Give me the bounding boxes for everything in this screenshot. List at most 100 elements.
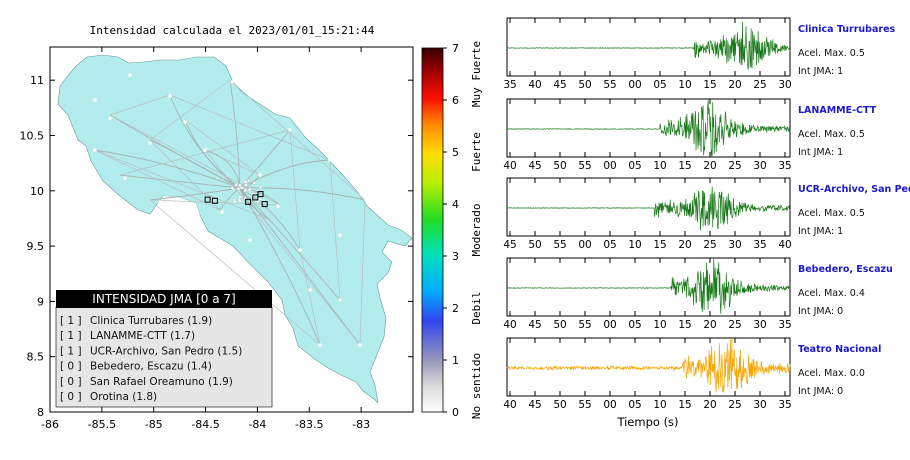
time-tick-label: 55 <box>603 79 616 91</box>
time-tick-label: 10 <box>678 79 691 91</box>
time-tick-label: 35 <box>778 319 791 331</box>
colorbar-strip <box>421 47 444 413</box>
trace-station-name: Clinica Turrubares <box>798 24 896 35</box>
x-tick-label: -85.5 <box>88 418 116 431</box>
town-dot <box>230 80 234 84</box>
colorbar-tick-label: 3 <box>452 250 459 263</box>
station-square <box>211 197 218 204</box>
time-tick-label: 15 <box>653 239 666 251</box>
time-tick-label: 55 <box>578 319 591 331</box>
costa-rica-land <box>57 54 413 404</box>
time-tick-label: 25 <box>703 239 716 251</box>
time-tick-label: 50 <box>528 239 541 251</box>
town-dot <box>288 128 292 132</box>
trace-station-name: LANAMME-CTT <box>798 105 877 116</box>
colorbar-word: No sentido <box>470 353 483 419</box>
town-dot <box>308 288 312 292</box>
road <box>239 187 361 346</box>
town-dot <box>364 198 368 202</box>
station-square <box>245 198 252 205</box>
town-dot <box>108 116 112 120</box>
town-dot <box>338 298 342 302</box>
road <box>149 187 241 201</box>
y-tick-label: 8.5 <box>27 351 45 364</box>
road <box>204 149 361 346</box>
town-dot <box>220 210 224 214</box>
time-tick-label: 40 <box>503 399 516 411</box>
time-tick-label: 45 <box>553 79 566 91</box>
town-dot <box>203 148 207 152</box>
trace-max-accel: Acel. Max. 0.5 <box>798 48 865 59</box>
trace-station-name: Teatro Nacional <box>798 344 881 355</box>
station-square <box>261 201 268 208</box>
road <box>119 174 241 189</box>
trace-station-name: UCR-Archivo, San Pedro <box>798 184 910 195</box>
road <box>359 199 366 346</box>
time-tick-label: 40 <box>528 79 541 91</box>
town-dot <box>238 199 242 203</box>
town-dot <box>236 187 241 191</box>
town-dot <box>238 183 242 187</box>
town-dot <box>233 200 237 204</box>
time-tick-label: 55 <box>578 399 591 411</box>
time-tick-label: 00 <box>628 79 641 91</box>
time-tick-label: 45 <box>528 160 541 172</box>
time-tick-label: 05 <box>628 160 641 172</box>
time-tick-label: 30 <box>753 319 766 331</box>
time-tick-label: 50 <box>553 319 566 331</box>
town-dot <box>259 185 263 189</box>
colorbar-ticks: 0 1 2 3 4 5 6 7 <box>443 42 459 419</box>
town-dot <box>183 120 187 124</box>
station-square <box>252 194 259 201</box>
trace-intensity: Int JMA: 1 <box>798 226 843 237</box>
time-tick-label: 25 <box>728 399 741 411</box>
trace-intensity: Int JMA: 1 <box>798 66 843 77</box>
town-dot <box>248 238 252 242</box>
seismogram-1: 35 40 45 50 55 00 05 10 15 20 25 30 Clinica Turrubar… <box>503 17 896 91</box>
map-axes: -86 -85.5 -85 -84.5 -84 -83.5 -83 8 8.5 9 9.5 10 10.… <box>20 47 413 431</box>
legend-title: INTENSIDAD JMA [0 a 7] <box>92 292 235 306</box>
time-tick-label: 20 <box>728 79 741 91</box>
road <box>149 199 321 346</box>
y-tick-label: 10.5 <box>20 129 45 142</box>
time-tick-label: 55 <box>553 239 566 251</box>
map-title: Intensidad calculada el 2023/01/01_15:21… <box>90 24 375 37</box>
x-tick-label: -83 <box>352 418 370 431</box>
time-tick-label: 05 <box>628 319 641 331</box>
town-dot <box>276 204 280 208</box>
time-tick-label: 10 <box>653 319 666 331</box>
waveform <box>506 99 791 157</box>
legend-level: [ 0 ] <box>60 391 82 403</box>
legend-level: [ 1 ] <box>60 345 82 357</box>
road <box>204 149 261 176</box>
time-tick-label: 30 <box>778 79 791 91</box>
town-dot <box>243 180 248 184</box>
nicoya-gulf <box>156 196 200 226</box>
time-tick-label: 30 <box>728 239 741 251</box>
time-tick-label: 35 <box>778 160 791 172</box>
town-dot <box>158 200 162 204</box>
time-tick-label: 45 <box>503 239 516 251</box>
seismogram-4: 40 45 50 55 00 05 10 15 20 25 30 35 Bebedero, Escazu… <box>503 257 893 331</box>
time-tick-label: 15 <box>703 79 716 91</box>
colorbar-tick-label: 2 <box>452 302 459 315</box>
legend-box <box>55 306 273 408</box>
trace-intensity: Int JMA: 1 <box>798 147 843 158</box>
time-tick-label: 20 <box>703 319 716 331</box>
road <box>239 129 291 189</box>
trace-station-name: Bebedero, Escazu <box>798 264 893 275</box>
colorbar-tick-label: 4 <box>452 198 459 211</box>
colorbar-tick-label: 7 <box>452 42 459 55</box>
x-tick-label: -85 <box>145 418 163 431</box>
town-dot <box>148 141 152 145</box>
time-tick-label: 00 <box>603 399 616 411</box>
town-dot <box>243 188 248 192</box>
trace-max-accel: Acel. Max. 0.5 <box>798 129 865 140</box>
town-dot <box>328 158 332 162</box>
town-dot <box>238 195 242 199</box>
y-tick-label: 9 <box>37 295 44 308</box>
road <box>184 119 241 189</box>
time-tick-label: 30 <box>753 160 766 172</box>
legend-level: [ 1 ] <box>60 330 82 342</box>
road <box>109 94 171 116</box>
